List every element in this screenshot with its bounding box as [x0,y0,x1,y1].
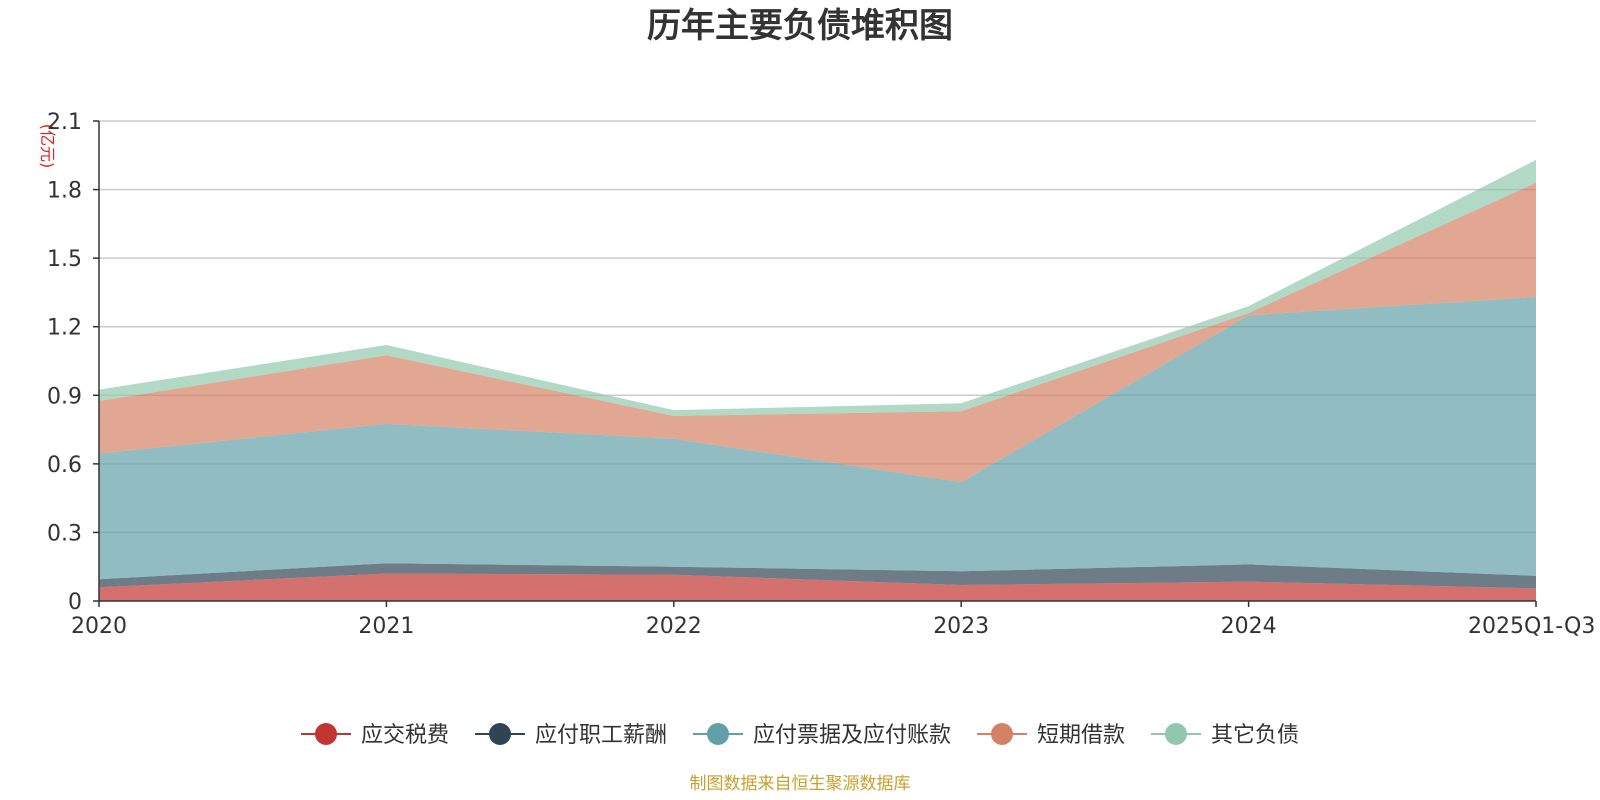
legend-item[interactable]: 应交税费 [301,723,449,748]
x-tick-label: 2023 [933,614,989,639]
area-series [99,159,1536,601]
legend-label: 应付职工薪酬 [535,723,667,748]
y-tick-label: 1.2 [47,316,82,341]
y-tick-label: 0.9 [47,384,82,409]
x-tick-label: 2021 [358,614,414,639]
y-tick-label: 0 [68,590,82,615]
legend: 应交税费 应付职工薪酬 应付票据及应付账款 短期借款 其它负债 [301,723,1299,748]
y-tick-label: 0.3 [47,521,82,546]
legend-item[interactable]: 其它负债 [1151,723,1299,748]
legend-item[interactable]: 短期借款 [977,723,1125,748]
area-应付票据及应付账款 [99,297,1536,580]
axes [98,121,1536,602]
y-tick-label: 0.6 [47,453,82,478]
legend-label: 其它负债 [1211,723,1299,748]
legend-marker [991,723,1013,745]
y-tick-label: 1.8 [47,179,82,204]
area-应付职工薪酬 [99,563,1536,589]
y-unit-label: (亿元) [38,124,57,169]
x-tick-label: 2024 [1221,614,1277,639]
area-应交税费 [99,573,1536,601]
legend-label: 应付票据及应付账款 [753,723,951,748]
y-tick-label: 1.5 [47,247,82,272]
y-tick-labels: 0 0.3 0.6 0.9 1.2 1.5 1.8 2.1 [47,110,82,615]
legend-label: 短期借款 [1037,723,1125,748]
y-tick-label: 2.1 [47,110,82,135]
legend-marker [707,723,729,745]
legend-item[interactable]: 应付票据及应付账款 [693,723,951,748]
source-note: 制图数据来自恒生聚源数据库 [690,774,911,794]
x-tick-labels: 2020 2021 2022 2023 2024 2025Q1-Q3 [71,601,1595,639]
legend-marker [315,723,337,745]
chart-title: 历年主要负债堆积图 [647,6,953,46]
legend-label: 应交税费 [361,723,449,748]
x-tick-label: 2022 [646,614,702,639]
legend-item[interactable]: 应付职工薪酬 [475,723,667,748]
area-短期借款 [99,182,1536,483]
x-tick-label: 2025Q1-Q3 [1468,614,1595,639]
legend-marker [1165,723,1187,745]
legend-marker [489,723,511,745]
x-tick-label: 2020 [71,614,127,639]
